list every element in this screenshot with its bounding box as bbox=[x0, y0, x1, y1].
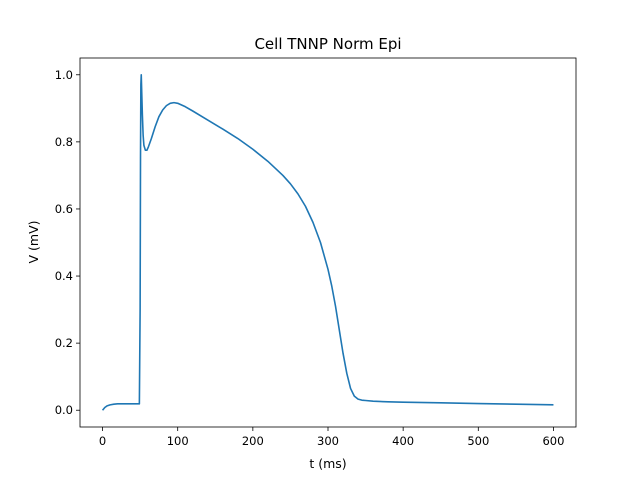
x-tick-label: 400 bbox=[392, 434, 414, 448]
x-tick-label: 300 bbox=[317, 434, 339, 448]
plot-area bbox=[80, 58, 576, 427]
y-tick-label: 0.8 bbox=[55, 135, 73, 149]
y-tick-label: 0.2 bbox=[55, 336, 73, 350]
y-axis-label: V (mV) bbox=[26, 220, 41, 263]
y-axis-ticks: 0.0 0.2 0.4 0.6 0.8 1.0 bbox=[55, 68, 80, 417]
y-tick-label: 1.0 bbox=[55, 68, 73, 82]
plot-frame bbox=[79, 57, 577, 428]
x-tick-label: 100 bbox=[167, 434, 189, 448]
series-line-0 bbox=[101, 73, 554, 411]
series-layer bbox=[101, 73, 554, 411]
chart-title: Cell TNNP Norm Epi bbox=[254, 35, 401, 53]
x-tick-label: 500 bbox=[467, 434, 489, 448]
x-axis-label: t (ms) bbox=[309, 456, 346, 471]
x-axis-ticks: 0 100 200 300 400 500 600 bbox=[99, 427, 564, 448]
x-tick-label: 600 bbox=[542, 434, 564, 448]
x-tick-label: 0 bbox=[99, 434, 106, 448]
y-tick-label: 0.4 bbox=[55, 269, 73, 283]
x-tick-label: 200 bbox=[242, 434, 264, 448]
y-tick-label: 0.0 bbox=[55, 403, 73, 417]
y-tick-label: 0.6 bbox=[55, 202, 73, 216]
